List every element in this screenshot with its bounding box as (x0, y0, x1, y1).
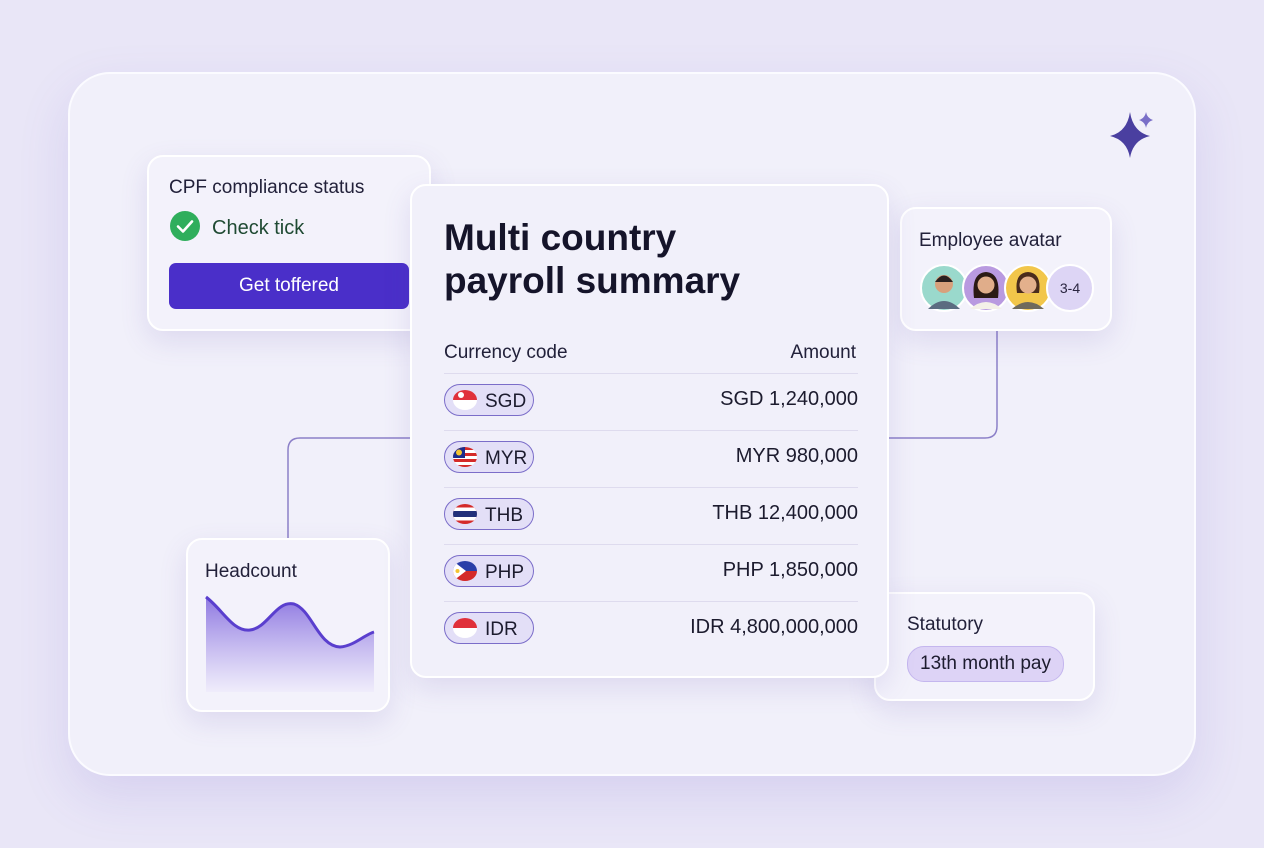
summary-card: Multi country payroll summary Currency c… (410, 184, 889, 678)
offer-button[interactable]: Get toffered (169, 263, 409, 309)
currency-pill: IDR (444, 612, 534, 644)
connector (287, 437, 410, 540)
table-row: SGD SGD 1,240,000 (444, 373, 858, 430)
headcount-card: Headcount (186, 538, 390, 712)
sparkle (1139, 112, 1153, 128)
flag (453, 504, 477, 524)
compliance-card: CPF compliance status Check tick Get tof… (147, 155, 431, 331)
amount: PHP 1,850,000 (722, 559, 858, 581)
column-header: Currency code (444, 342, 568, 363)
amount: MYR 980,000 (735, 445, 858, 467)
avatar-group: 3-4 (920, 264, 1094, 312)
currency-code: THB (485, 505, 523, 526)
headcount-sparkline (205, 595, 375, 692)
summary-title: Multi country payroll summary (444, 217, 741, 301)
card-title: Headcount (205, 561, 297, 582)
avatar-more (1046, 264, 1094, 312)
table-row: MYR MYR 980,000 (444, 430, 858, 487)
amount: THB 12,400,000 (712, 502, 858, 524)
status-text: Check tick (212, 217, 305, 239)
amount: SGD 1,240,000 (720, 388, 858, 410)
flag (453, 390, 477, 410)
tag: 13th month pay (907, 646, 1064, 682)
flag (453, 447, 477, 467)
card-title: CPF compliance status (169, 177, 365, 198)
amount: IDR 4,800,000,000 (690, 616, 858, 638)
table-row: THB THB 12,400,000 (444, 487, 858, 544)
currency-pill: THB (444, 498, 534, 530)
avatar-count: 3-4 (1060, 280, 1080, 296)
avatar (920, 264, 968, 312)
currency-code: MYR (485, 448, 528, 469)
statutory-card: Statutory 13th month pay (874, 592, 1095, 701)
table-row: IDR IDR 4,800,000,000 (444, 601, 858, 658)
area (206, 597, 374, 692)
card-title: Employee avatar (919, 230, 1062, 251)
flag (453, 561, 477, 581)
currency-code: PHP (485, 562, 525, 583)
column-header: Amount (790, 342, 856, 363)
check-icon (170, 211, 200, 241)
avatar-card: Employee avatar 3-4 (900, 207, 1112, 331)
sparkle (1110, 112, 1150, 158)
currency-pill: PHP (444, 555, 534, 587)
avatar (962, 264, 1010, 312)
line (205, 595, 375, 649)
currency-pill: SGD (444, 384, 534, 416)
currency-pill: MYR (444, 441, 534, 473)
currency-code: IDR (485, 619, 518, 640)
connector (888, 330, 998, 439)
table-row: PHP PHP 1,850,000 (444, 544, 858, 601)
currency-code: SGD (485, 391, 527, 412)
flag (453, 618, 477, 638)
avatar (1004, 264, 1052, 312)
card-title: Statutory (907, 614, 984, 635)
